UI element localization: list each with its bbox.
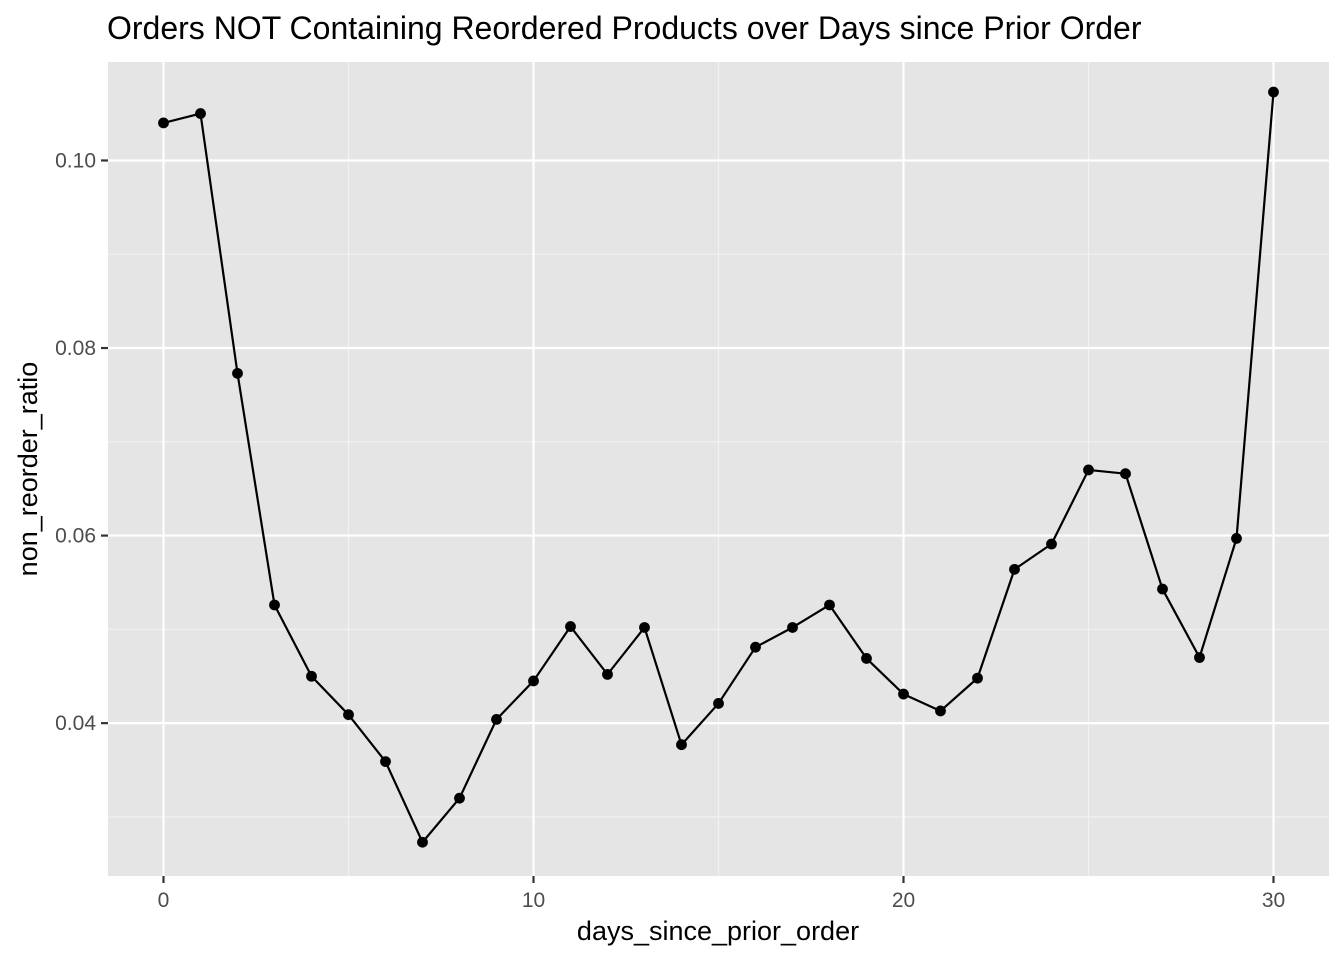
data-point-10	[528, 675, 539, 687]
data-point-5	[343, 709, 354, 721]
data-point-2	[232, 367, 243, 379]
x-tick-label-3: 30	[1262, 889, 1285, 912]
data-point-29	[1231, 532, 1242, 544]
data-point-15	[713, 698, 724, 709]
y-tick-label-2: 0.08	[55, 337, 96, 360]
data-point-20	[898, 688, 909, 700]
data-point-24	[1046, 538, 1057, 550]
y-axis-title: non_reorder_ratio	[13, 362, 43, 577]
chart-title: Orders NOT Containing Reordered Products…	[107, 10, 1142, 46]
grid-major	[108, 62, 1329, 876]
data-point-1	[195, 108, 206, 119]
data-point-27	[1157, 583, 1168, 595]
y-tick-label-3: 0.10	[55, 149, 96, 172]
data-point-16	[750, 641, 761, 653]
x-tick-label-0: 0	[158, 889, 170, 912]
x-tick-label-2: 20	[892, 889, 915, 912]
x-axis-ticks: 0 10 20 30	[158, 876, 1285, 912]
y-axis-ticks: 0.04 0.06 0.08 0.10	[55, 149, 108, 735]
data-point-19	[861, 653, 872, 664]
y-tick-label-1: 0.06	[55, 525, 96, 548]
data-points	[158, 86, 1279, 848]
data-point-11	[565, 621, 576, 632]
data-point-0	[158, 117, 169, 129]
data-point-14	[676, 739, 687, 751]
data-point-26	[1120, 468, 1131, 480]
x-axis-title: days_since_prior_order	[577, 916, 859, 946]
data-point-8	[454, 792, 465, 804]
data-point-28	[1194, 652, 1205, 663]
data-point-6	[380, 756, 391, 767]
x-tick-label-1: 10	[522, 889, 545, 912]
data-point-4	[306, 670, 317, 682]
data-point-13	[639, 622, 650, 633]
data-point-23	[1009, 563, 1020, 575]
data-point-25	[1083, 464, 1094, 476]
data-point-17	[787, 622, 798, 633]
data-point-22	[972, 672, 983, 684]
data-point-12	[602, 668, 613, 680]
data-point-30	[1268, 86, 1279, 98]
y-tick-label-0: 0.04	[55, 712, 96, 735]
data-point-21	[935, 705, 946, 717]
data-point-9	[491, 713, 502, 725]
data-point-18	[824, 599, 835, 611]
data-point-3	[269, 599, 280, 611]
data-point-7	[417, 836, 428, 848]
